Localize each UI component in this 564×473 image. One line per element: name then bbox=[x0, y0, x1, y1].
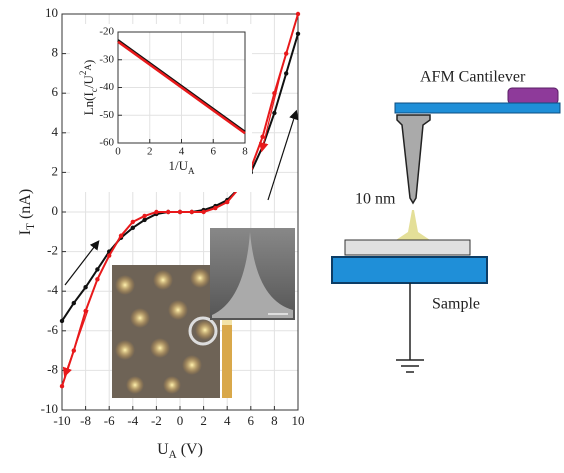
y-tick-label: -2 bbox=[47, 243, 58, 258]
x-tick-label: 0 bbox=[177, 413, 184, 428]
data-point bbox=[118, 233, 124, 238]
data-point bbox=[130, 225, 135, 231]
y-tick-label: -50 bbox=[99, 109, 114, 121]
y-tick-label: 8 bbox=[52, 45, 59, 60]
afm-image bbox=[112, 265, 232, 398]
axis-label-part: /U bbox=[81, 75, 96, 89]
data-point bbox=[83, 285, 88, 290]
x-tick-label: 4 bbox=[224, 413, 231, 428]
x-tick-label: -2 bbox=[151, 413, 162, 428]
axis-label-part: (V) bbox=[177, 441, 203, 458]
data-point bbox=[130, 219, 135, 225]
y-tick-label: -60 bbox=[99, 137, 114, 149]
arrow bbox=[62, 309, 89, 378]
arrow bbox=[267, 109, 299, 201]
plot-frame bbox=[117, 31, 246, 144]
y-tick-label: 2 bbox=[52, 163, 59, 178]
cantilever-label: AFM Cantilever bbox=[420, 69, 526, 86]
plot-frame bbox=[61, 13, 299, 411]
y-tick-label: -4 bbox=[47, 282, 58, 297]
axis-label-part: Ln(I bbox=[81, 92, 96, 115]
x-tick-label: 8 bbox=[271, 413, 278, 428]
data-point bbox=[295, 11, 301, 17]
y-tick-label: 0 bbox=[52, 203, 59, 218]
y-tick-label: -20 bbox=[99, 26, 114, 38]
x-tick-label: -10 bbox=[53, 413, 70, 428]
axis-label: 1/UA bbox=[168, 158, 195, 176]
data-point bbox=[295, 31, 301, 36]
data-point bbox=[260, 134, 265, 139]
axis-label-part: c bbox=[89, 88, 99, 92]
axis-label-part: ) bbox=[81, 60, 96, 64]
axis-label-part: I bbox=[17, 230, 34, 235]
data-point bbox=[107, 253, 112, 258]
x-tick-label: -4 bbox=[127, 413, 138, 428]
x-tick-label: 2 bbox=[200, 413, 207, 428]
nano-tip bbox=[396, 210, 430, 240]
axis-label-part: A bbox=[169, 449, 177, 461]
data-point bbox=[142, 217, 147, 223]
data-point bbox=[154, 209, 159, 215]
x-tick-label: 10 bbox=[292, 413, 305, 428]
x-tick-label: 4 bbox=[179, 146, 185, 158]
x-tick-label: -8 bbox=[80, 413, 91, 428]
axis-label-part: (nA) bbox=[17, 189, 34, 223]
y-tick-label: -6 bbox=[47, 322, 58, 337]
axis-label-part: A bbox=[83, 64, 93, 71]
x-tick-label: 0 bbox=[115, 146, 121, 158]
laser-pad bbox=[507, 87, 559, 105]
y-tick-label: 6 bbox=[52, 84, 59, 99]
y-tick-label: -10 bbox=[41, 401, 58, 416]
tip bbox=[396, 114, 431, 205]
y-tick-label: -30 bbox=[99, 53, 114, 65]
sample-label: Sample bbox=[432, 296, 480, 313]
data-point bbox=[59, 318, 65, 324]
data-point bbox=[201, 209, 206, 215]
y-tick-label: 10 bbox=[45, 5, 58, 20]
stage bbox=[331, 256, 488, 284]
data-point bbox=[59, 384, 65, 389]
y-tick-label: -8 bbox=[47, 361, 58, 376]
axis-label-part: 2 bbox=[78, 70, 88, 75]
data-point bbox=[177, 209, 183, 215]
gap-label: 10 nm bbox=[355, 191, 396, 208]
substrate bbox=[344, 239, 471, 256]
arrow bbox=[64, 240, 100, 286]
axis-label-part: 1/U bbox=[168, 158, 188, 173]
x-tick-label: -6 bbox=[104, 413, 115, 428]
axis-label-part: U bbox=[157, 441, 169, 458]
axis-label-part: T bbox=[25, 223, 37, 230]
data-line bbox=[117, 40, 246, 135]
x-tick-label: 8 bbox=[242, 146, 248, 158]
data-point bbox=[213, 205, 218, 211]
x-tick-label: 6 bbox=[211, 146, 217, 158]
x-tick-label: 2 bbox=[147, 146, 153, 158]
axis-label: UA (V) bbox=[157, 441, 203, 461]
data-point bbox=[284, 51, 289, 56]
data-point bbox=[189, 209, 194, 215]
y-tick-label: 4 bbox=[52, 124, 59, 139]
cantilever bbox=[394, 102, 561, 114]
data-point bbox=[166, 209, 171, 215]
y-tick-label: -40 bbox=[99, 81, 114, 93]
arrow bbox=[259, 59, 285, 153]
axis-label: Ln(Ic/U2A) bbox=[78, 60, 99, 116]
axis-label: IT (nA) bbox=[17, 189, 37, 235]
data-point bbox=[95, 277, 100, 282]
data-point bbox=[142, 213, 147, 219]
data-point bbox=[272, 110, 277, 116]
data-point bbox=[284, 71, 289, 76]
axis-label-part: A bbox=[188, 166, 195, 176]
afm-diagram: AFM Cantilever 10 nm Sample bbox=[331, 69, 561, 373]
data-point bbox=[95, 267, 100, 272]
data-point bbox=[71, 300, 77, 306]
x-tick-label: 6 bbox=[248, 413, 255, 428]
sem-image bbox=[210, 228, 295, 320]
data-point bbox=[225, 199, 230, 205]
